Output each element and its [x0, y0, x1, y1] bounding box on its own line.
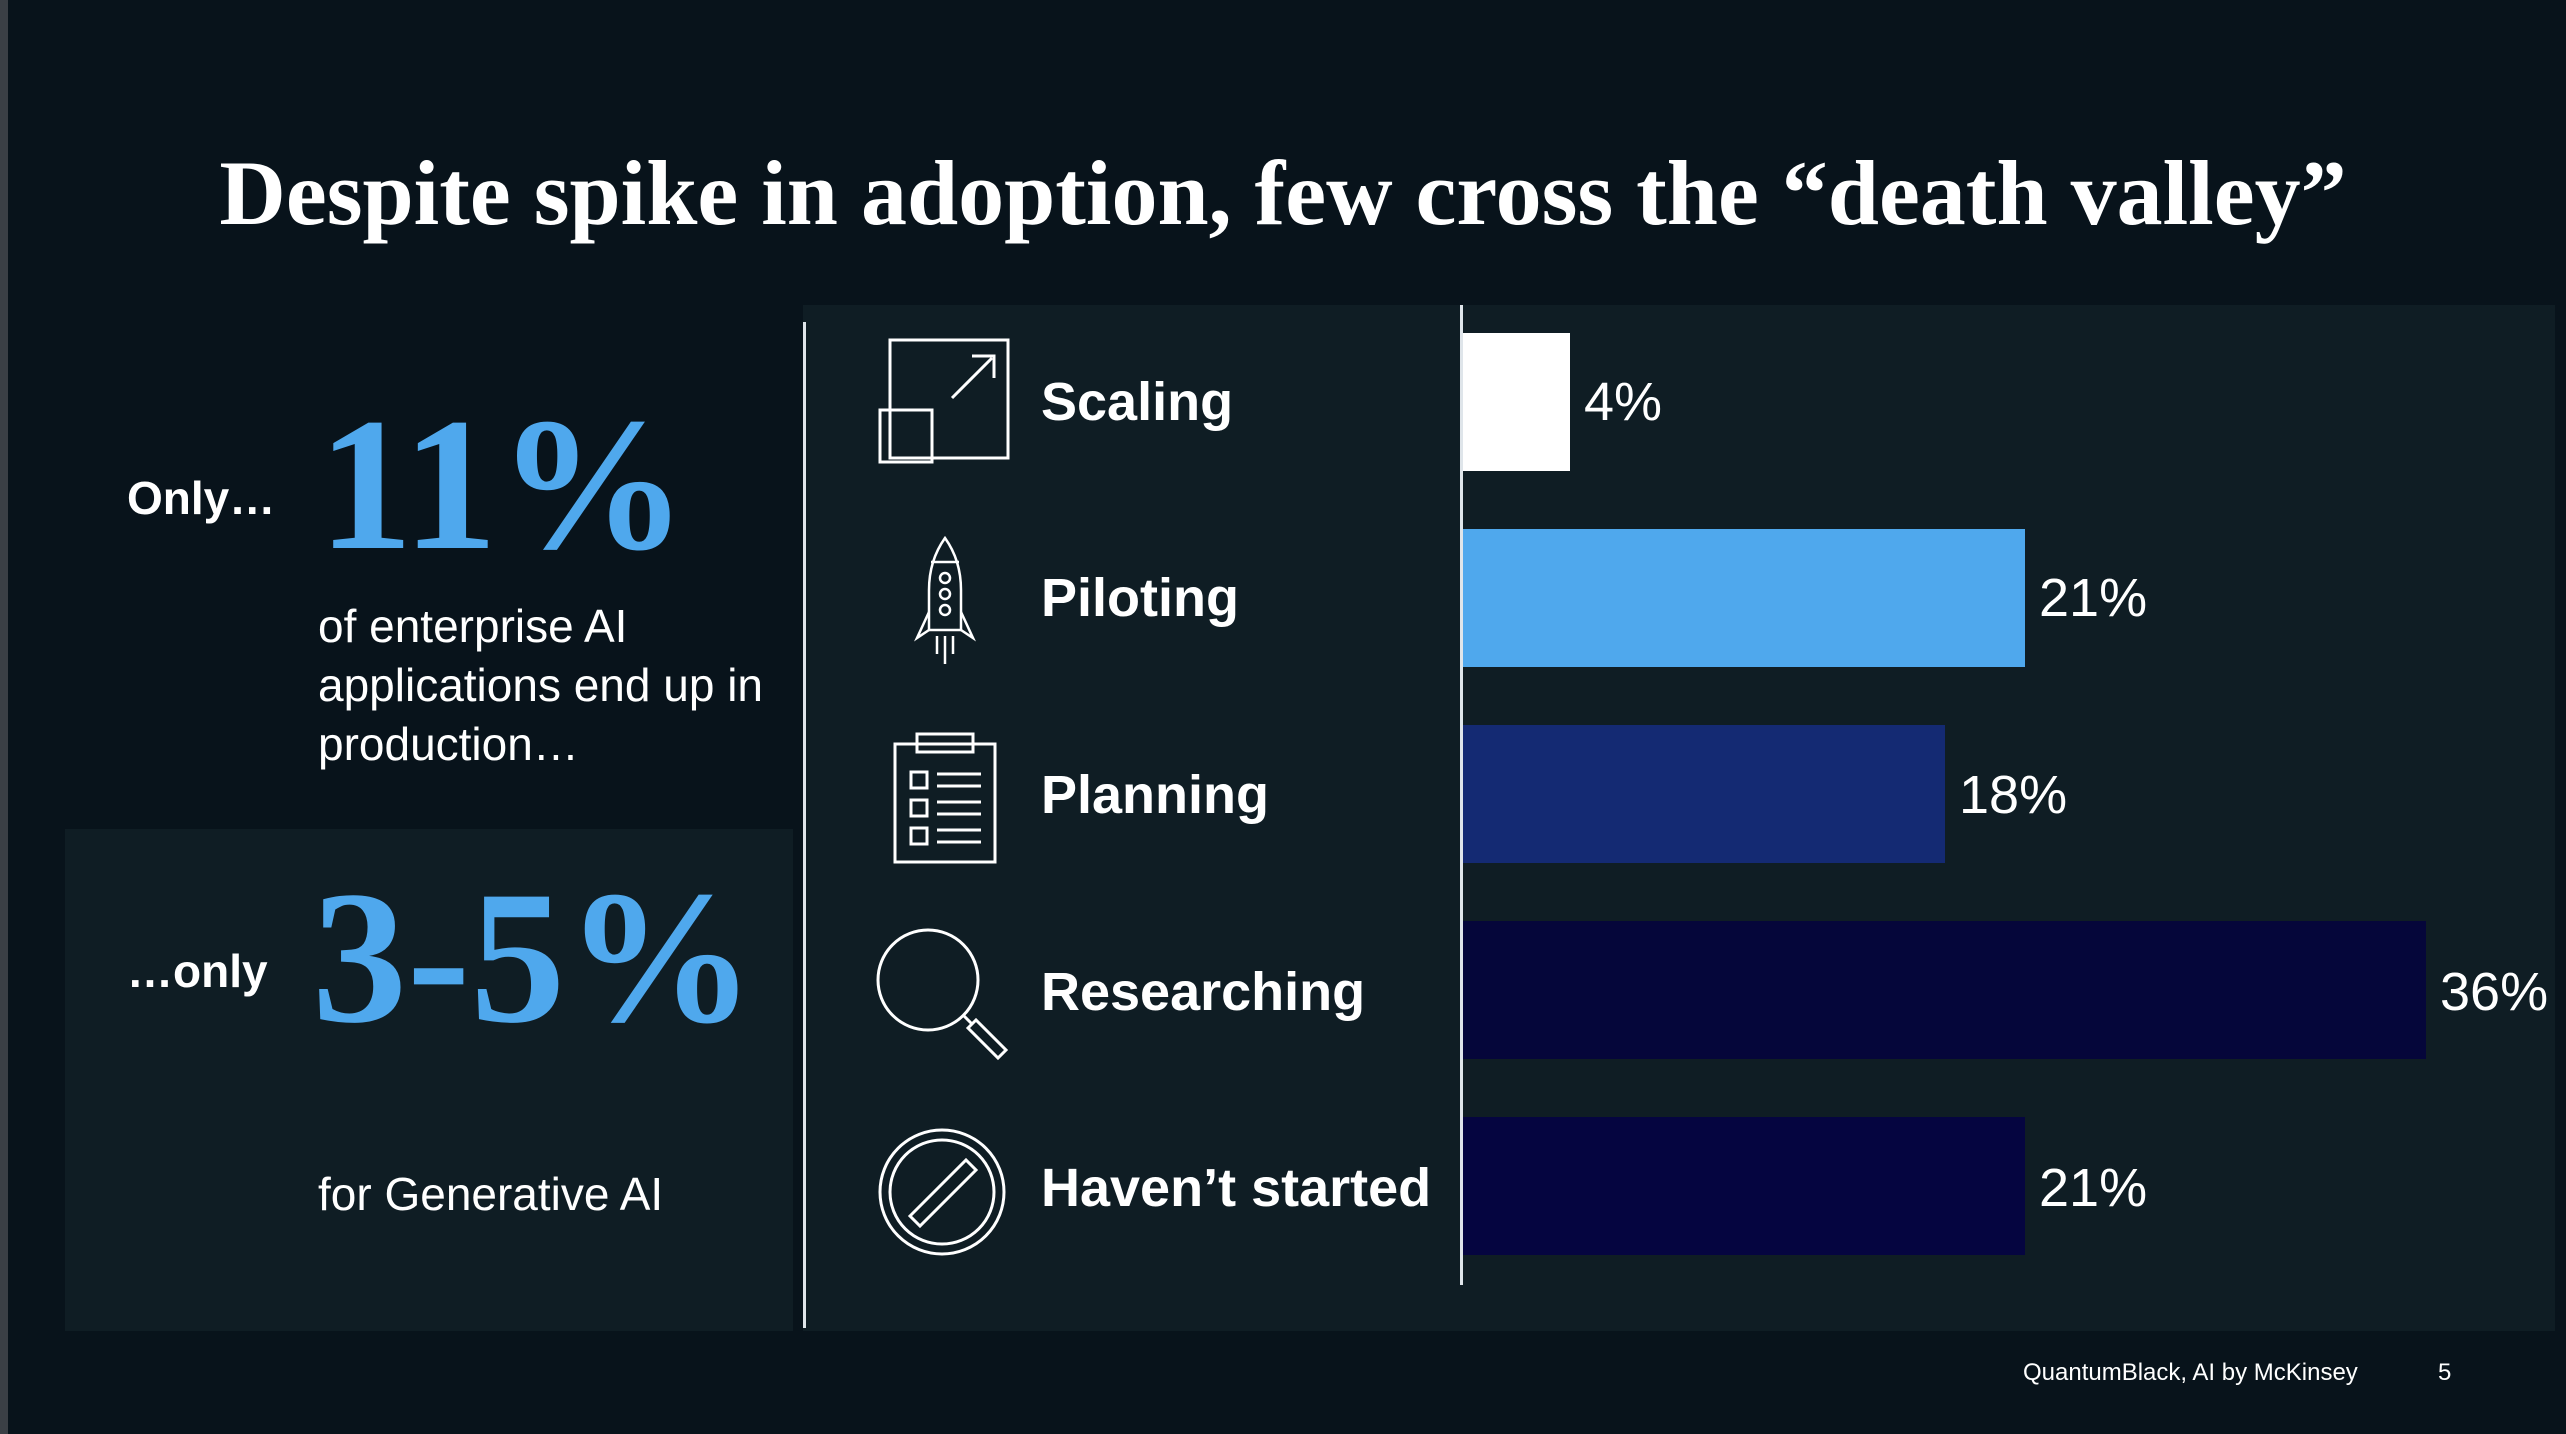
kpi-genai-description: for Generative AI	[318, 1168, 664, 1220]
row-label-planning: Planning	[1041, 765, 1269, 825]
prohibited-icon	[872, 1122, 1012, 1262]
kpi-genai-label: …only	[127, 945, 268, 997]
bar-havent-started	[1463, 1117, 2025, 1255]
kpi-enterprise-value: 11%	[318, 380, 688, 590]
row-label-researching: Researching	[1041, 962, 1366, 1022]
bar-scaling	[1463, 333, 1570, 471]
value-label-planning: 18%	[1959, 765, 2068, 825]
page-number: 5	[2438, 1359, 2452, 1386]
row-label-piloting: Piloting	[1041, 568, 1239, 628]
rocket-icon	[875, 530, 1015, 670]
kpi-genai-value: 3-5%	[312, 853, 756, 1063]
value-label-scaling: 4%	[1584, 372, 1663, 432]
bar-planning	[1463, 725, 1945, 863]
scale-up-icon	[872, 332, 1012, 472]
row-label-havent-started: Haven’t started	[1041, 1158, 1432, 1218]
footer-source: QuantumBlack, AI by McKinsey	[2023, 1359, 2358, 1386]
panel-divider	[803, 322, 806, 1328]
magnifier-icon	[872, 924, 1012, 1064]
bar-researching	[1463, 921, 2426, 1059]
value-label-researching: 36%	[2440, 962, 2549, 1022]
chart-axis-line	[1460, 305, 1463, 1285]
window-edge	[0, 0, 8, 1434]
slide-title: Despite spike in adoption, few cross the…	[219, 142, 2347, 244]
clipboard-checklist-icon	[875, 726, 1015, 866]
value-label-piloting: 21%	[2039, 568, 2148, 628]
genai-panel	[65, 829, 793, 1331]
value-label-havent-started: 21%	[2039, 1158, 2148, 1218]
row-label-scaling: Scaling	[1041, 372, 1234, 432]
kpi-enterprise-label: Only…	[127, 472, 276, 524]
kpi-enterprise-description: of enterprise AI applications end up in …	[318, 600, 763, 770]
bar-piloting	[1463, 529, 2025, 667]
